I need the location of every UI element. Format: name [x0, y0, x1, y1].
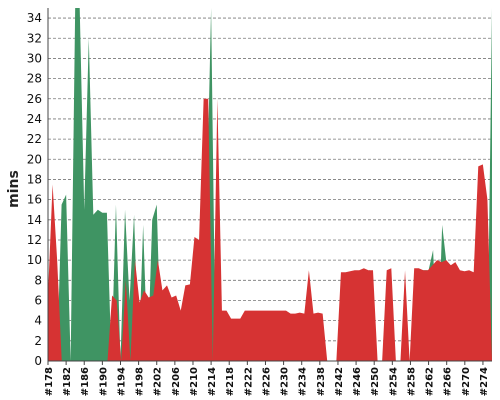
x-tick-label: #246	[352, 367, 363, 396]
y-tick-label: 0	[34, 354, 42, 368]
x-tick-label: #266	[443, 367, 454, 396]
axes	[47, 8, 492, 365]
x-tick-label: #226	[261, 367, 272, 396]
y-tick-label: 16	[27, 193, 42, 207]
x-tick-label: #190	[98, 367, 109, 396]
y-tick-label: 28	[27, 72, 42, 86]
x-tick-label: #242	[334, 367, 345, 396]
x-tick-label: #198	[135, 367, 146, 396]
x-tick-label: #230	[280, 367, 291, 396]
x-tick-label: #270	[461, 367, 472, 396]
y-axis-label: mins	[6, 170, 22, 208]
data-areas	[48, 8, 492, 362]
x-tick-label: #178	[44, 367, 55, 396]
x-tick-labels: #178 #182 #186 #190 #194 #198 #202 #206 #210 #214…	[44, 367, 490, 396]
y-tick-label: 14	[27, 213, 42, 227]
y-tick-label: 20	[27, 152, 42, 166]
x-tick-label: #186	[80, 367, 91, 396]
x-tick-label: #262	[425, 367, 436, 396]
y-tick-label: 4	[34, 314, 42, 328]
x-tick-label: #218	[225, 367, 236, 396]
x-tick-label: #222	[243, 367, 254, 396]
x-tick-label: #274	[479, 367, 490, 396]
area-series-1	[48, 98, 492, 362]
x-tick-label: #202	[153, 367, 164, 396]
x-tick-label: #250	[370, 367, 381, 396]
y-tick-label: 34	[27, 11, 42, 25]
y-tick-label: 22	[27, 132, 42, 146]
x-tick-label: #206	[171, 367, 182, 396]
x-tick-label: #214	[207, 367, 218, 396]
x-tick-label: #258	[406, 367, 417, 396]
x-tick-label: #238	[316, 367, 327, 396]
y-tick-label: 6	[34, 293, 42, 307]
x-tick-label: #254	[388, 367, 399, 396]
y-tick-label: 30	[27, 51, 42, 65]
x-tick-label: #194	[116, 367, 127, 396]
x-tick-label: #234	[298, 367, 309, 396]
y-tick-label: 32	[27, 31, 42, 45]
y-tick-label: 8	[34, 273, 42, 287]
y-tick-label: 24	[27, 112, 42, 126]
x-tick-label: #182	[62, 367, 73, 396]
y-tick-label: 26	[27, 92, 42, 106]
y-tick-label: 18	[27, 172, 42, 186]
y-tick-label: 2	[34, 334, 42, 348]
y-tick-label: 12	[27, 233, 42, 247]
x-tick-label: #210	[189, 367, 200, 396]
y-tick-label: 10	[27, 253, 42, 267]
